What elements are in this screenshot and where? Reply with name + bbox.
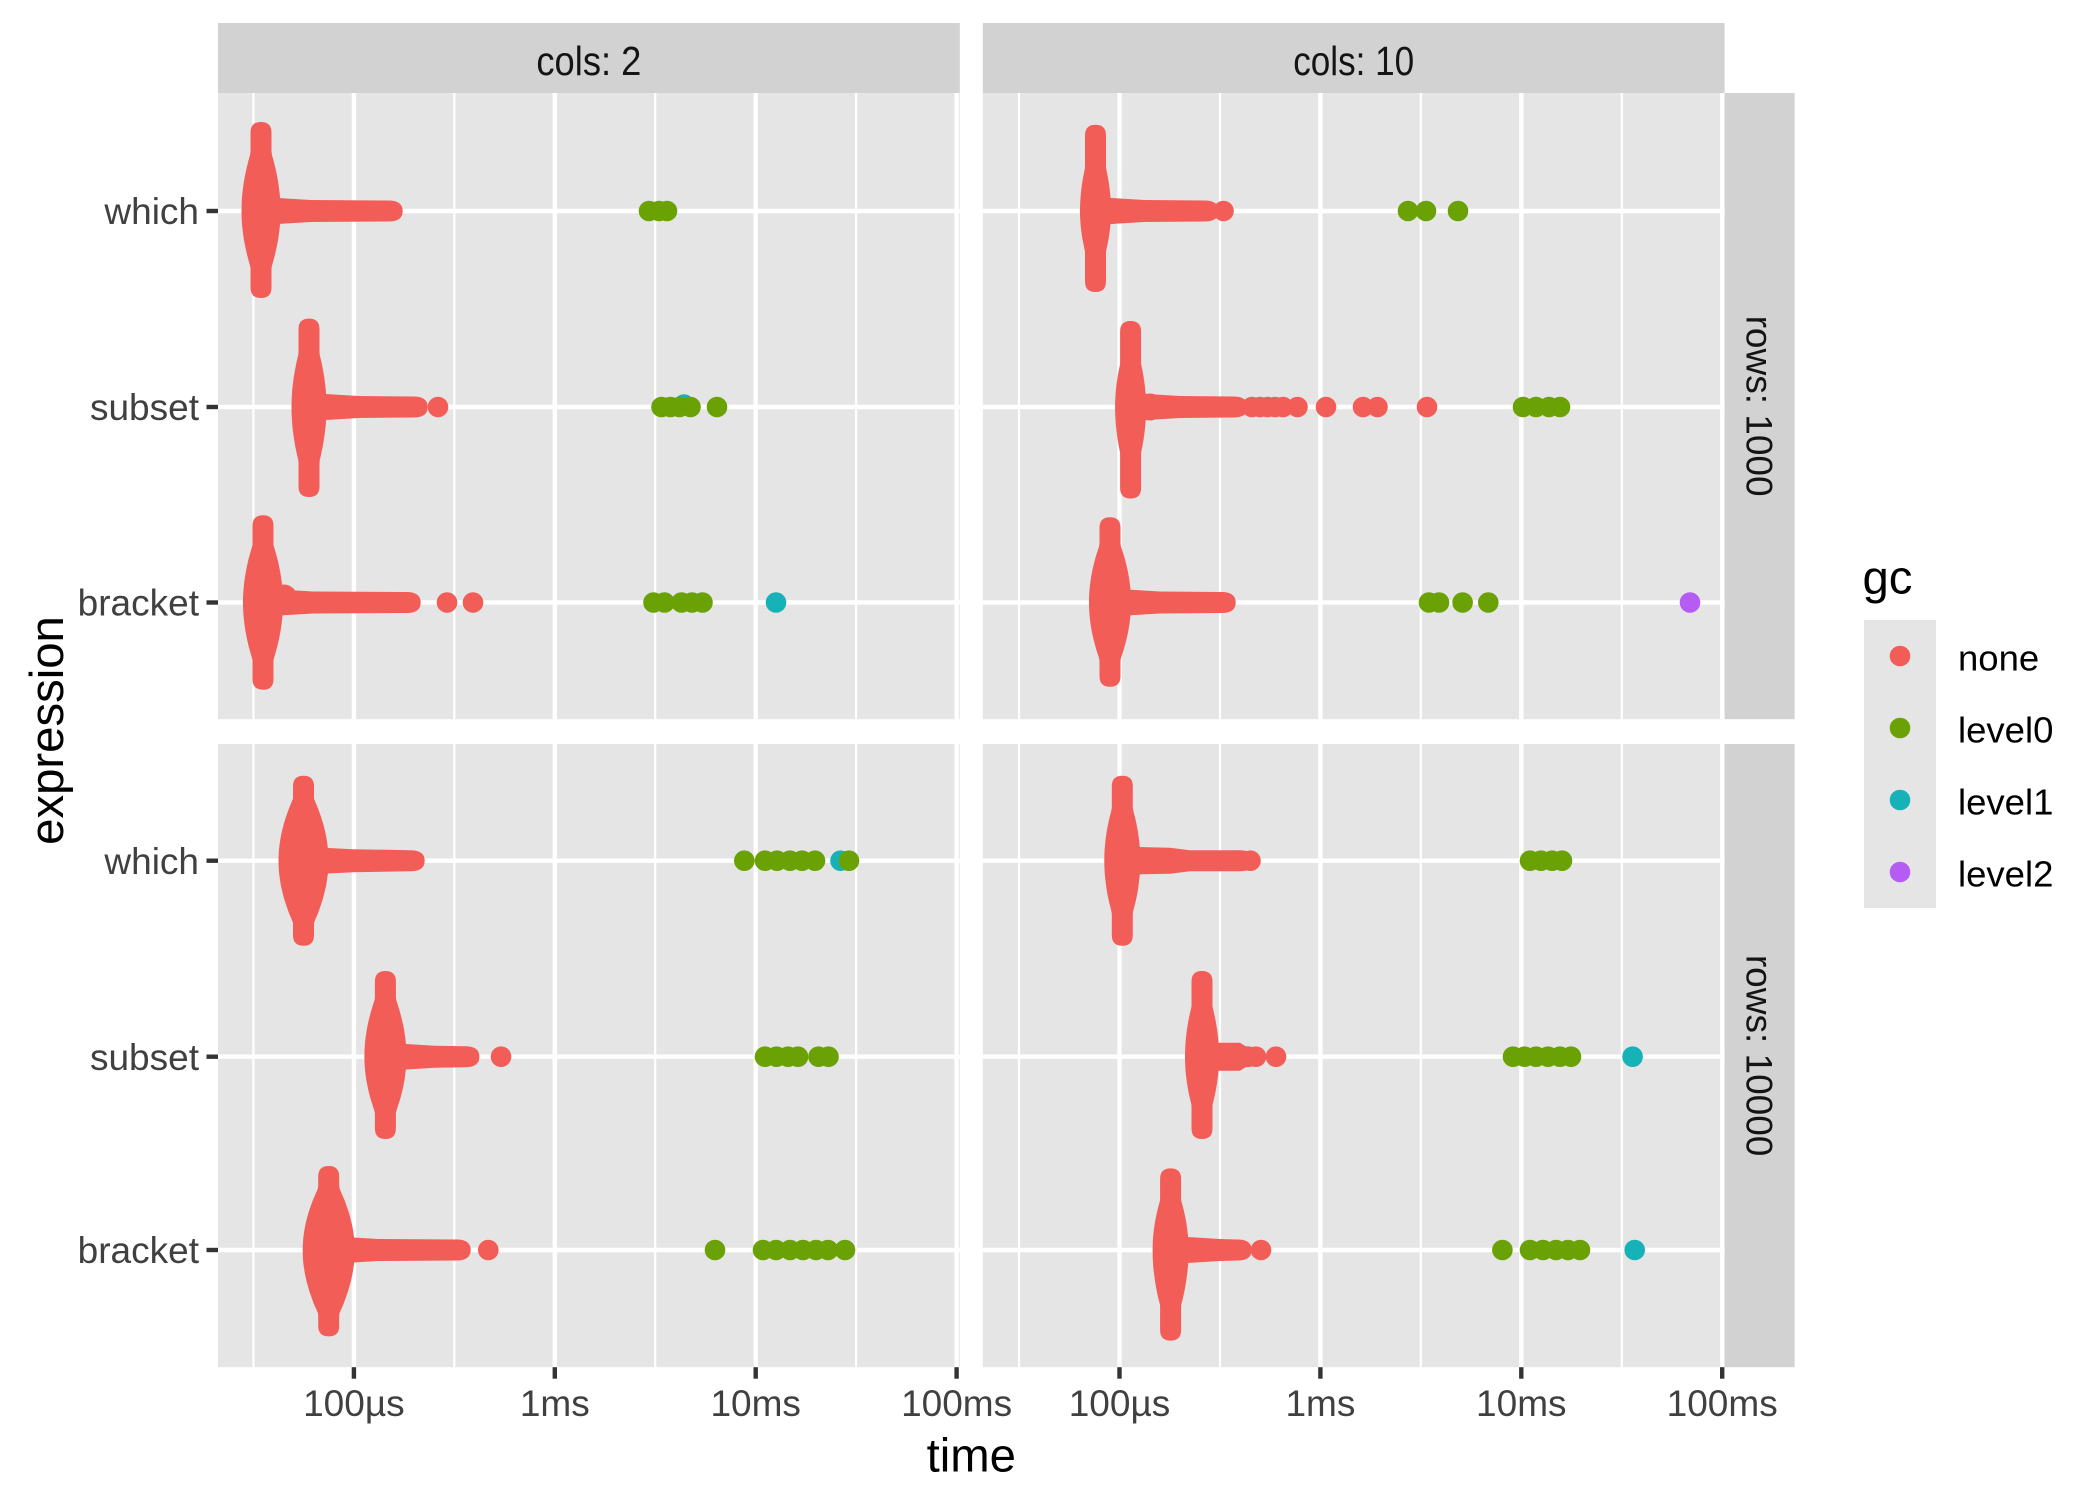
svg-text:1ms: 1ms (1285, 1383, 1355, 1424)
svg-text:cols: 10: cols: 10 (1293, 38, 1414, 84)
svg-text:100ms: 100ms (901, 1383, 1012, 1424)
svg-text:1ms: 1ms (520, 1383, 590, 1424)
svg-text:which: which (103, 841, 199, 882)
svg-text:which: which (103, 191, 199, 232)
svg-text:subset: subset (90, 387, 200, 428)
svg-text:none: none (1958, 638, 2039, 679)
svg-text:gc: gc (1863, 552, 1913, 605)
svg-text:bracket: bracket (78, 1230, 200, 1271)
svg-text:10ms: 10ms (1476, 1383, 1566, 1424)
svg-text:100µs: 100µs (1069, 1383, 1171, 1424)
svg-text:expression: expression (21, 616, 74, 845)
svg-text:100µs: 100µs (303, 1383, 405, 1424)
svg-text:rows: 1000: rows: 1000 (1738, 316, 1779, 497)
svg-text:level0: level0 (1958, 710, 2053, 751)
svg-text:time: time (927, 1429, 1016, 1482)
svg-text:level1: level1 (1958, 782, 2053, 823)
svg-text:cols: 2: cols: 2 (536, 38, 641, 84)
svg-text:100ms: 100ms (1667, 1383, 1778, 1424)
svg-text:level2: level2 (1958, 854, 2053, 895)
svg-text:subset: subset (90, 1037, 200, 1078)
svg-text:bracket: bracket (78, 583, 200, 624)
svg-text:rows: 10000: rows: 10000 (1738, 955, 1779, 1157)
svg-text:10ms: 10ms (710, 1383, 800, 1424)
